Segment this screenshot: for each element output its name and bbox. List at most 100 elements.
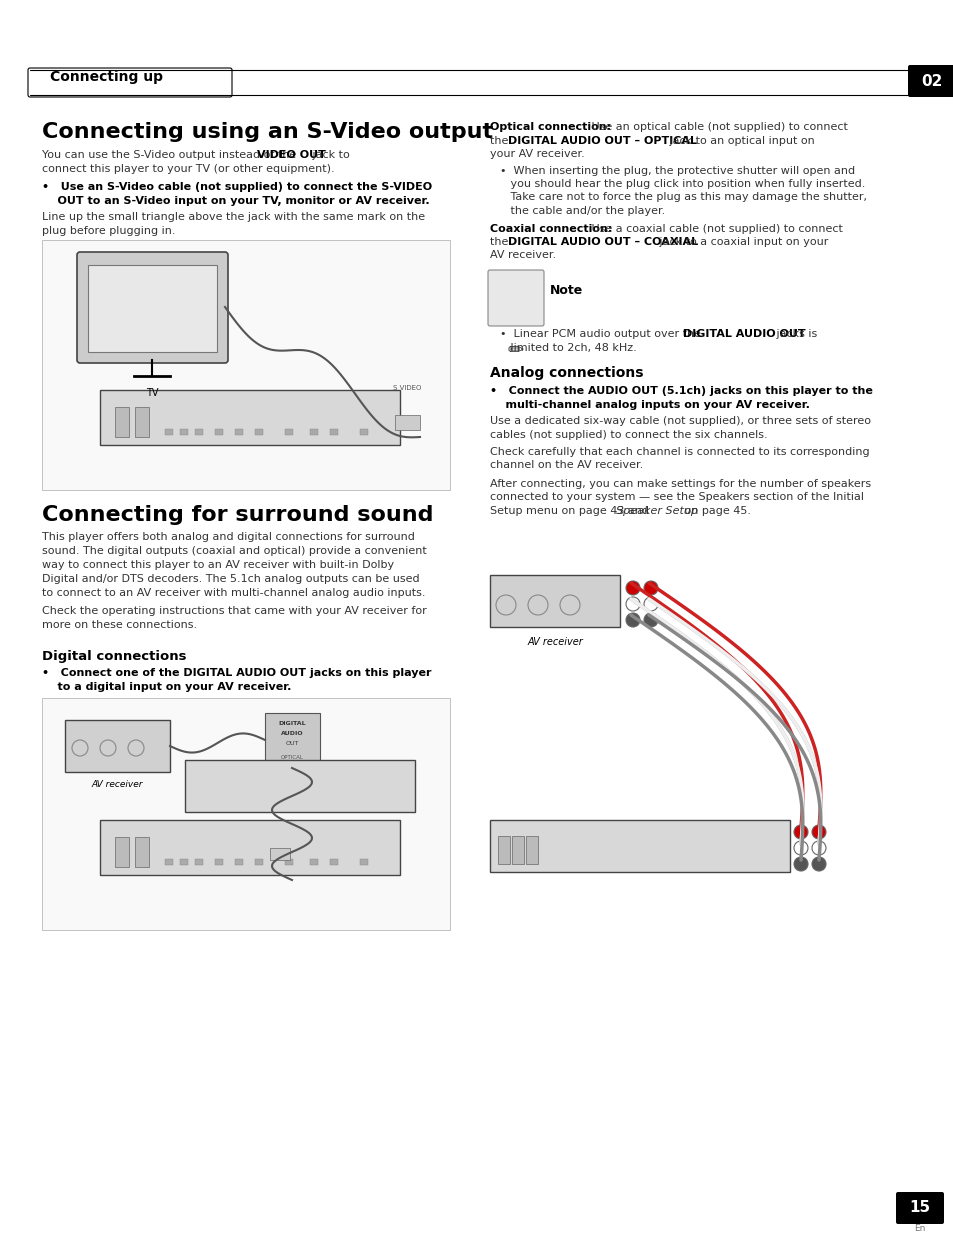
Circle shape [643,613,658,627]
Bar [254,429,263,435]
Text: Connecting using an S-Video output: Connecting using an S-Video output [42,122,493,142]
Text: plug before plugging in.: plug before plugging in. [42,226,175,236]
Bar [214,429,223,435]
Text: way to connect this player to an AV receiver with built-in Dolby: way to connect this player to an AV rece… [42,560,394,570]
Text: Analog connections: Analog connections [490,366,643,379]
Text: Setup menu on page 43 and: Setup menu on page 43 and [490,506,652,516]
Text: DIGITAL AUDIO OUT – COAXIAL: DIGITAL AUDIO OUT – COAXIAL [507,238,698,248]
Text: DIGITAL AUDIO OUT: DIGITAL AUDIO OUT [682,328,804,340]
Circle shape [625,597,639,611]
Text: on page 45.: on page 45. [680,506,750,516]
Circle shape [793,825,807,838]
Text: jacks is: jacks is [772,328,817,340]
Text: Note: Note [550,284,582,297]
Text: Speaker Setup: Speaker Setup [616,506,698,516]
Bar [194,860,203,865]
Text: ✏: ✏ [507,341,523,360]
Text: jack to: jack to [309,151,350,160]
Text: •  When inserting the plug, the protective shutter will open and: • When inserting the plug, the protectiv… [499,165,854,175]
Text: Use a coaxial cable (not supplied) to connect: Use a coaxial cable (not supplied) to co… [587,224,842,234]
Bar [65,720,170,773]
Circle shape [811,825,825,838]
Text: VIDEO OUT: VIDEO OUT [256,151,326,160]
Text: DIGITAL AUDIO OUT – OPTICAL: DIGITAL AUDIO OUT – OPTICAL [507,136,697,146]
Text: channel on the AV receiver.: channel on the AV receiver. [490,460,642,470]
Text: You can use the S-Video output instead of the: You can use the S-Video output instead o… [42,151,299,160]
Bar [234,429,243,435]
Text: OUT to an S-Video input on your TV, monitor or AV receiver.: OUT to an S-Video input on your TV, moni… [42,197,429,207]
Bar [330,860,337,865]
FancyBboxPatch shape [488,270,543,326]
Bar [359,860,368,865]
Bar [180,429,188,435]
Text: limited to 2ch, 48 kHz.: limited to 2ch, 48 kHz. [499,342,636,352]
Text: multi-channel analog inputs on your AV receiver.: multi-channel analog inputs on your AV r… [490,399,809,409]
Bar [180,860,188,865]
Bar [42,698,450,931]
Text: AV receiver: AV receiver [91,780,143,789]
Bar [254,860,263,865]
Text: Digital connections: Digital connections [42,651,186,663]
Text: DIGITAL: DIGITAL [278,722,306,726]
Circle shape [643,581,658,595]
Bar [100,391,399,445]
Bar [185,760,415,812]
Text: •   Connect the AUDIO OUT (5.1ch) jacks on this player to the: • Connect the AUDIO OUT (5.1ch) jacks on… [490,386,872,396]
Text: the: the [490,136,512,146]
Bar [265,713,319,768]
Text: 02: 02 [921,73,942,88]
Text: Coaxial connection:: Coaxial connection: [490,224,612,234]
Circle shape [625,613,639,627]
Text: This player offers both analog and digital connections for surround: This player offers both analog and digit… [42,532,415,542]
Text: En: En [913,1224,924,1233]
Text: to a digital input on your AV receiver.: to a digital input on your AV receiver. [42,682,291,692]
Bar [165,860,172,865]
Circle shape [793,841,807,855]
FancyBboxPatch shape [895,1192,943,1224]
Circle shape [643,597,658,611]
Text: AV receiver.: AV receiver. [490,250,556,260]
Bar [359,429,368,435]
Text: AUDIO: AUDIO [280,731,303,736]
Text: Connecting for surround sound: Connecting for surround sound [42,505,433,525]
Bar [497,836,510,865]
Text: the: the [490,238,512,248]
Bar [100,820,399,875]
Bar [310,860,317,865]
Text: •   Connect one of the DIGITAL AUDIO OUT jacks on this player: • Connect one of the DIGITAL AUDIO OUT j… [42,668,431,678]
Circle shape [793,857,807,871]
Text: After connecting, you can make settings for the number of speakers: After connecting, you can make settings … [490,479,870,489]
Text: OPTICAL: OPTICAL [280,755,303,760]
Text: TV: TV [146,388,158,398]
Bar [285,860,293,865]
Text: the cable and/or the player.: the cable and/or the player. [499,207,664,216]
Bar [490,820,789,872]
Text: jack to an optical input on: jack to an optical input on [665,136,814,146]
Bar [270,848,290,860]
Bar [490,575,619,627]
Bar [525,836,537,865]
Text: Check the operating instructions that came with your AV receiver for: Check the operating instructions that ca… [42,606,426,616]
FancyBboxPatch shape [88,265,216,352]
Text: your AV receiver.: your AV receiver. [490,149,584,159]
Circle shape [811,841,825,855]
Text: S VIDEO: S VIDEO [393,384,420,391]
Text: Use a dedicated six-way cable (not supplied), or three sets of stereo: Use a dedicated six-way cable (not suppl… [490,415,870,425]
Bar [285,429,293,435]
Bar [115,837,129,867]
Text: Check carefully that each channel is connected to its corresponding: Check carefully that each channel is con… [490,447,869,457]
Text: Take care not to force the plug as this may damage the shutter,: Take care not to force the plug as this … [499,193,866,203]
Bar [115,407,129,437]
Text: connect this player to your TV (or other equipment).: connect this player to your TV (or other… [42,164,335,174]
Text: sound. The digital outputs (coaxial and optical) provide a convenient: sound. The digital outputs (coaxial and … [42,546,426,556]
Bar [395,415,419,430]
Bar [512,836,523,865]
Bar [214,860,223,865]
Text: Digital and/or DTS decoders. The 5.1ch analog outputs can be used: Digital and/or DTS decoders. The 5.1ch a… [42,573,419,583]
Bar [194,429,203,435]
Circle shape [625,581,639,595]
Text: more on these connections.: more on these connections. [42,620,197,629]
Bar [234,860,243,865]
Bar [165,429,172,435]
FancyBboxPatch shape [77,253,228,363]
